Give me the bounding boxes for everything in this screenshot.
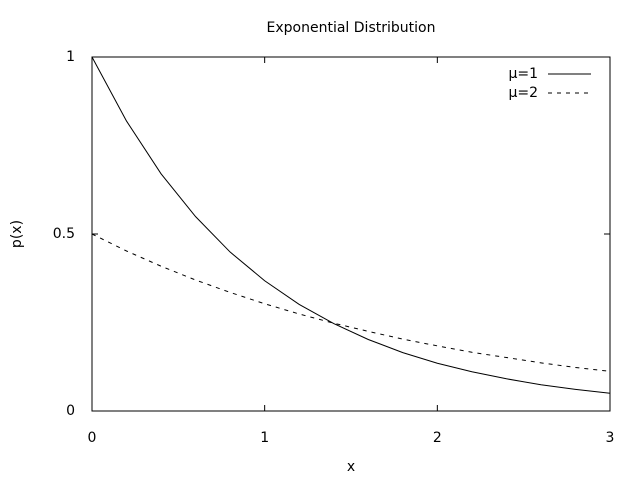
y-axis-label: p(x) (9, 220, 25, 248)
series-line (91, 56, 611, 394)
legend-label: μ=1 (508, 66, 538, 82)
legend-label: μ=2 (508, 85, 538, 101)
x-tick-label: 1 (260, 430, 269, 446)
y-tick-label: 0 (66, 403, 75, 419)
series-line (91, 233, 611, 372)
y-tick-label: 1 (66, 49, 75, 65)
x-axis-label: x (347, 459, 355, 475)
chart-title: Exponential Distribution (267, 20, 436, 36)
x-tick-label: 3 (606, 430, 615, 446)
x-tick-label: 2 (433, 430, 442, 446)
plot-frame (91, 56, 611, 412)
x-tick-label: 0 (88, 430, 97, 446)
y-tick-label: 0.5 (53, 226, 75, 242)
